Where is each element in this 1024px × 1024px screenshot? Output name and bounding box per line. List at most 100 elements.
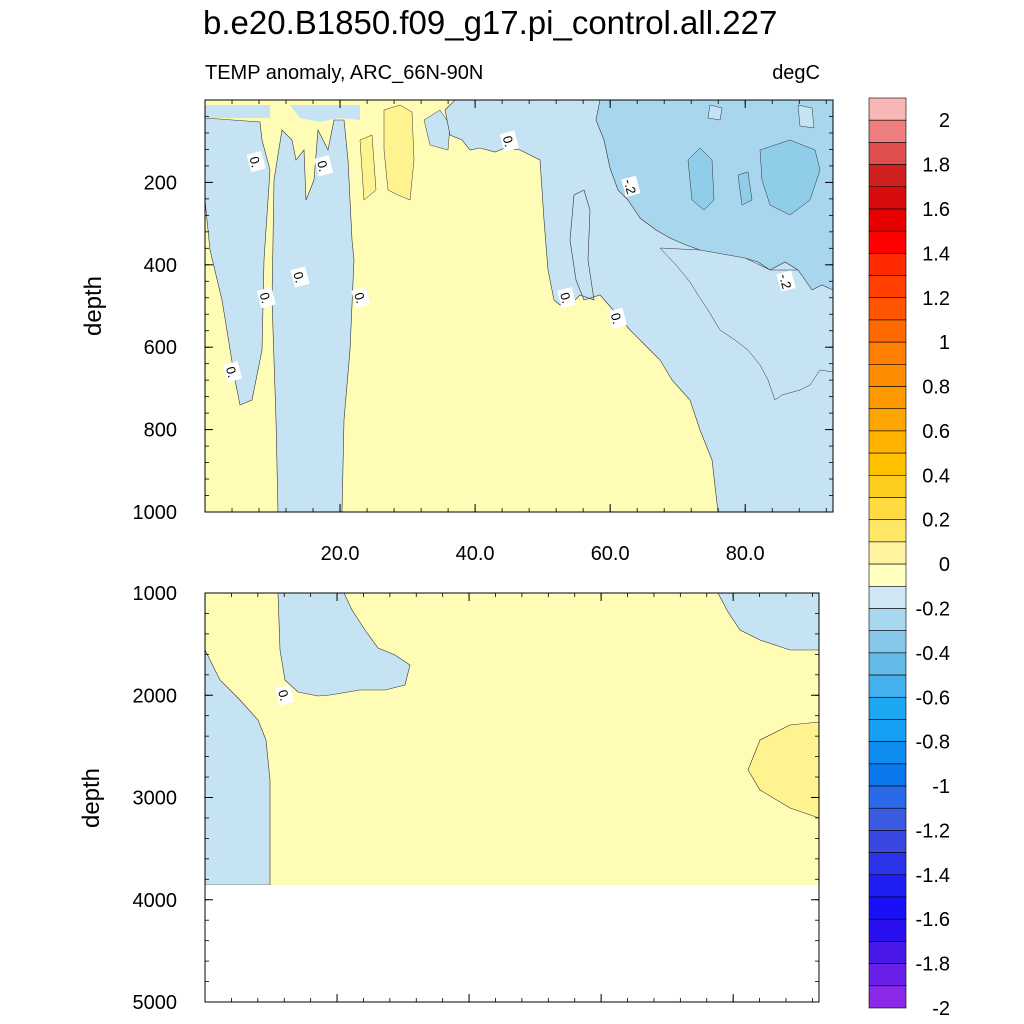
contour-label: 0. (557, 286, 577, 309)
colorbar-swatch (868, 763, 907, 787)
y-tick-label: 800 (144, 420, 177, 442)
colorbar-swatch (868, 985, 907, 1009)
y-tick-label: 400 (144, 255, 177, 277)
contour-label-text: -.2 (776, 272, 794, 291)
colorbar-swatch (868, 230, 907, 254)
contour-label-box (246, 151, 266, 173)
colorbar-swatch (868, 452, 907, 476)
colorbar-swatch (868, 741, 907, 765)
colorbar-label: -1.8 (916, 954, 950, 976)
colorbar-label: 0 (939, 554, 950, 576)
colorbar-swatch (868, 918, 907, 942)
colorbar-label: -1.4 (916, 865, 950, 887)
contour-label: -.2 (776, 270, 796, 292)
units-label: degC (772, 62, 820, 84)
contour-region (687, 147, 715, 211)
colorbar-swatch (868, 275, 907, 299)
colorbar-label: -0.8 (916, 732, 950, 754)
colorbar-label: 1.8 (922, 155, 950, 177)
contour-label-text: 0. (608, 311, 625, 325)
colorbar: 2 1.8 1.6 1.4 1.2 1 0.8 0.6 0.4 0.2 0 -0.2 -0.4 -0.6 -… (868, 97, 950, 1020)
colorbar-swatch (868, 807, 907, 831)
no-data-region (205, 885, 819, 1002)
colorbar-swatch (868, 830, 907, 853)
colorbar-swatch (868, 941, 907, 964)
y-tick-label: 200 (144, 172, 177, 194)
colorbar-swatch (868, 297, 907, 321)
colorbar-label: -1 (932, 776, 950, 798)
colorbar-label: 0.6 (922, 421, 950, 443)
contour-label-text: 0. (275, 688, 292, 702)
colorbar-swatch (868, 896, 907, 920)
contour-region (747, 721, 820, 819)
chart-subtitle: TEMP anomaly, ARC_66N-90N (205, 62, 484, 84)
colorbar-label: -0.4 (916, 643, 950, 665)
contour-label-text: 0. (257, 291, 274, 305)
contour-label-text: 0. (557, 291, 574, 305)
colorbar-label: 0.8 (922, 377, 950, 399)
colorbar-swatch (868, 497, 907, 521)
contour-label: 0. (223, 361, 243, 383)
colorbar-swatch (868, 430, 907, 454)
colorbar-swatch (868, 164, 907, 188)
contour-region (205, 105, 270, 118)
colorbar-swatch (868, 208, 907, 232)
contour-label: 0. (500, 130, 519, 152)
colorbar-label: 0.4 (922, 465, 950, 487)
colorbar-swatch (868, 541, 907, 565)
colorbar-swatch (868, 652, 907, 676)
colorbar-swatch (868, 585, 907, 609)
y-tick-label: 4000 (133, 890, 178, 912)
colorbar-swatch (868, 785, 907, 809)
contour-label-text: 0. (290, 270, 307, 284)
colorbar-swatch (868, 364, 907, 387)
contour-label: 0. (290, 266, 310, 288)
contour-label-text: 0. (314, 159, 331, 173)
chart-title: b.e20.B1850.f09_g17.pi_control.all.227 (203, 4, 778, 41)
upper-y-axis-label: depth (80, 276, 107, 336)
contour-label: 0. (351, 286, 371, 309)
contour-region (423, 109, 451, 151)
colorbar-swatch (868, 319, 907, 343)
colorbar-label: -1.2 (916, 820, 950, 842)
upper-contour-labels: 0. 0. 0. -.2 0. 0. 0. 0. 0. -.2 0. (223, 130, 796, 383)
contour-label-box (351, 286, 371, 309)
contour-label-box (607, 307, 627, 329)
y-tick-label: 2000 (133, 685, 178, 707)
colorbar-label: 2 (939, 110, 950, 132)
contour-region (707, 104, 723, 121)
x-tick-label: 40.0 (456, 543, 495, 565)
contour-region (271, 119, 355, 513)
y-tick-label: 1000 (133, 502, 178, 524)
colorbar-swatch (868, 874, 907, 898)
contour-region (737, 171, 753, 206)
contour-label: 0. (256, 286, 276, 309)
contour-label-box (256, 286, 276, 309)
colorbar-label: 1.2 (922, 288, 950, 310)
colorbar-label: 0.2 (922, 510, 950, 532)
y-tick-label: 600 (144, 337, 177, 359)
colorbar-swatch (868, 608, 907, 631)
contour-label: 0. (275, 684, 295, 706)
lower-y-axis-label: depth (78, 768, 105, 828)
x-tick-label: 20.0 (321, 543, 360, 565)
colorbar-swatch (868, 341, 907, 365)
y-tick-label: 1000 (133, 583, 178, 605)
colorbar-swatch (868, 519, 907, 543)
y-tick-label: 5000 (133, 992, 178, 1014)
colorbar-swatch (868, 386, 907, 410)
x-tick-label: 80.0 (726, 543, 765, 565)
contour-label: 0. (607, 307, 627, 329)
contour-region (277, 592, 411, 697)
y-tick-label: 3000 (133, 788, 178, 810)
colorbar-swatch (868, 630, 907, 654)
colorbar-label: -1.6 (916, 909, 950, 931)
colorbar-swatch (868, 674, 907, 698)
contour-label: 0. (246, 151, 266, 173)
contour-label-text: 0. (500, 134, 517, 148)
contour-label: 0. (314, 155, 334, 177)
upper-axes: 200 400 600 800 1000 20.0 40.0 60.0 80.0 (133, 99, 833, 565)
contour-label: -.2 (621, 175, 641, 198)
colorbar-label: 1 (939, 332, 950, 354)
contour-label-box (621, 175, 641, 198)
